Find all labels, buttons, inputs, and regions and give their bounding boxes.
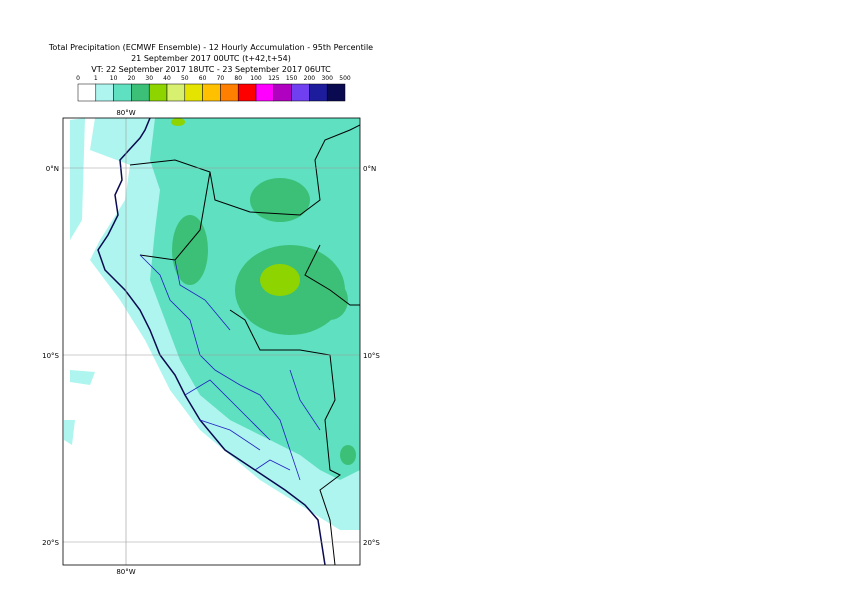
legend-swatch bbox=[131, 83, 150, 102]
lat-label: 10°S bbox=[363, 352, 380, 360]
country-border bbox=[129, 124, 360, 565]
legend-label: 40 bbox=[163, 75, 171, 82]
lat-label: 20°S bbox=[363, 539, 380, 547]
legend-label: 60 bbox=[199, 75, 207, 82]
lat-label: 10°S bbox=[42, 352, 59, 360]
legend-label: 200 bbox=[304, 75, 316, 82]
legend-label: 10 bbox=[110, 75, 118, 82]
heavy-rain bbox=[340, 445, 356, 465]
lat-label: 20°S bbox=[42, 539, 59, 547]
lon-label: 80°W bbox=[116, 109, 135, 117]
legend-label: 100 bbox=[250, 75, 262, 82]
legend-label: 1 bbox=[94, 75, 98, 82]
map-frame bbox=[62, 117, 361, 566]
title: Total Precipitation (ECMWF Ensemble) - 1… bbox=[48, 43, 373, 52]
legend-swatch bbox=[113, 83, 132, 102]
legend-label: 50 bbox=[181, 75, 189, 82]
legend-label: 20 bbox=[128, 75, 136, 82]
very-heavy-rain bbox=[260, 264, 300, 296]
run-time: 21 September 2017 00UTC (t+42,t+54) bbox=[131, 54, 291, 63]
legend-swatch bbox=[326, 83, 346, 102]
legend-label: 30 bbox=[145, 75, 153, 82]
coastline bbox=[97, 118, 326, 565]
legend-swatch bbox=[202, 83, 221, 102]
heavy-rain bbox=[172, 215, 208, 285]
legend-swatch bbox=[255, 83, 275, 102]
legend-label: 300 bbox=[321, 75, 333, 82]
legend-swatch bbox=[291, 83, 310, 102]
ocean-rain bbox=[64, 118, 95, 445]
legend-swatch bbox=[148, 83, 168, 102]
map bbox=[63, 118, 360, 565]
legend-swatch bbox=[77, 83, 97, 102]
very-heavy-rain bbox=[171, 118, 185, 126]
legend-swatch bbox=[273, 83, 292, 102]
lon-label: 80°W bbox=[116, 568, 135, 576]
legend-label: 500 bbox=[339, 75, 351, 82]
lat-label: 0°N bbox=[46, 165, 59, 173]
legend-swatch bbox=[220, 83, 239, 102]
legend-label: 125 bbox=[268, 75, 280, 82]
legend-swatch bbox=[166, 83, 186, 102]
legend-label: 70 bbox=[217, 75, 225, 82]
lat-label: 0°N bbox=[363, 165, 376, 173]
legend-swatch bbox=[95, 83, 114, 102]
heavy-rain bbox=[250, 178, 310, 222]
legend-swatch bbox=[309, 83, 328, 102]
valid-time: VT: 22 September 2017 18UTC - 23 Septemb… bbox=[91, 65, 331, 74]
legend-label: 150 bbox=[286, 75, 298, 82]
legend-swatch bbox=[237, 83, 257, 102]
legend-swatch bbox=[184, 83, 203, 102]
heavy-rain bbox=[312, 280, 348, 320]
legend-label: 80 bbox=[234, 75, 242, 82]
region-border bbox=[139, 254, 321, 481]
legend: 0 1 10 20 30 40 50 60 70 80 100 125 150 200 300 500 bbox=[76, 75, 351, 102]
legend-label: 0 bbox=[76, 75, 80, 82]
